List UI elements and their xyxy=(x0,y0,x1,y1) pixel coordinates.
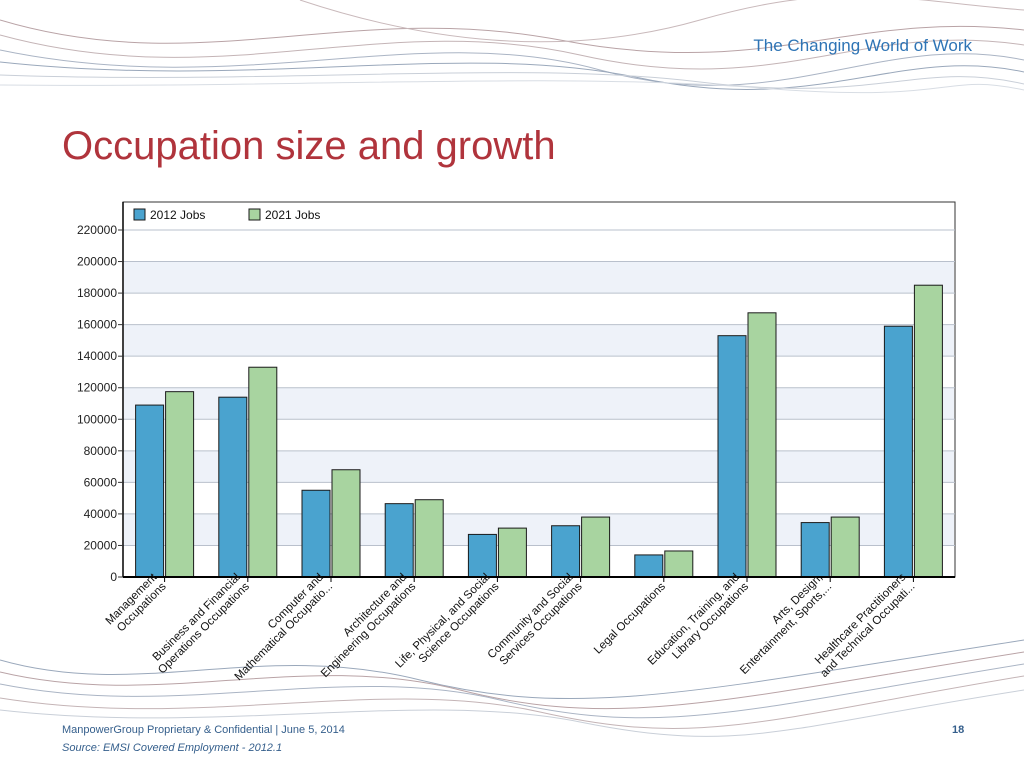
x-tick-label: Services Occupations xyxy=(498,580,585,667)
bar-2012 xyxy=(301,489,331,578)
bar-2012 xyxy=(800,522,830,578)
y-tick-label: 120000 xyxy=(77,381,117,395)
y-tick-label: 100000 xyxy=(77,412,117,426)
legend-swatch xyxy=(248,208,261,221)
header-title: The Changing World of Work xyxy=(753,36,972,55)
x-tick-label-group: Legal Occupations xyxy=(592,580,668,656)
legend-label: 2021 Jobs xyxy=(265,208,320,222)
grid-band xyxy=(124,324,954,357)
y-tick-label: 140000 xyxy=(77,349,117,363)
y-tick-label: 40000 xyxy=(84,507,118,521)
x-tick-label: Library Occupations xyxy=(670,580,751,661)
legend-label: 2012 Jobs xyxy=(150,208,205,222)
bar-2012 xyxy=(218,396,248,578)
y-tick-label: 80000 xyxy=(84,444,118,458)
x-tick-label: Operations Occupations xyxy=(156,580,252,676)
page-number: 18 xyxy=(952,724,965,736)
bar-2021 xyxy=(664,550,694,578)
bar-2012 xyxy=(634,554,664,578)
y-tick-label: 200000 xyxy=(77,255,117,269)
bar-2012 xyxy=(135,404,165,578)
y-tick-label: 180000 xyxy=(77,286,117,300)
bar-2021 xyxy=(747,312,777,578)
y-tick-label: 60000 xyxy=(84,475,118,489)
source-note: Source: EMSI Covered Employment - 2012.1 xyxy=(62,742,283,754)
bar-2021 xyxy=(913,284,943,578)
bar-2012 xyxy=(467,533,497,578)
slide-title: Occupation size and growth xyxy=(62,124,556,168)
y-tick-label: 220000 xyxy=(77,223,117,237)
footer-text: ManpowerGroup Proprietary & Confidential… xyxy=(62,724,345,736)
x-tick-label: Community and Social xyxy=(486,571,576,661)
bar-2012 xyxy=(384,503,414,578)
grid-band xyxy=(124,261,954,294)
bar-2021 xyxy=(331,469,361,578)
y-tick-label: 0 xyxy=(110,570,117,584)
bar-2021 xyxy=(165,391,195,578)
bar-2012 xyxy=(717,335,747,578)
chart-legend: 2012 Jobs 2021 Jobs xyxy=(133,208,320,222)
bar-2021 xyxy=(830,516,860,578)
x-tick-label: Mathematical Occupatio... xyxy=(233,581,335,683)
x-tick-label: Legal Occupations xyxy=(592,580,668,656)
x-tick-label: and Technical Occupati... xyxy=(818,581,917,680)
bar-2012 xyxy=(551,525,581,578)
bar-2021 xyxy=(497,527,527,578)
bar-2021 xyxy=(581,516,611,578)
legend-swatch xyxy=(133,208,146,221)
bar-2021 xyxy=(248,366,278,578)
bar-2012 xyxy=(883,325,913,578)
y-tick-label: 160000 xyxy=(77,318,117,332)
bar-2021 xyxy=(414,499,444,578)
y-tick-label: 20000 xyxy=(84,538,118,552)
